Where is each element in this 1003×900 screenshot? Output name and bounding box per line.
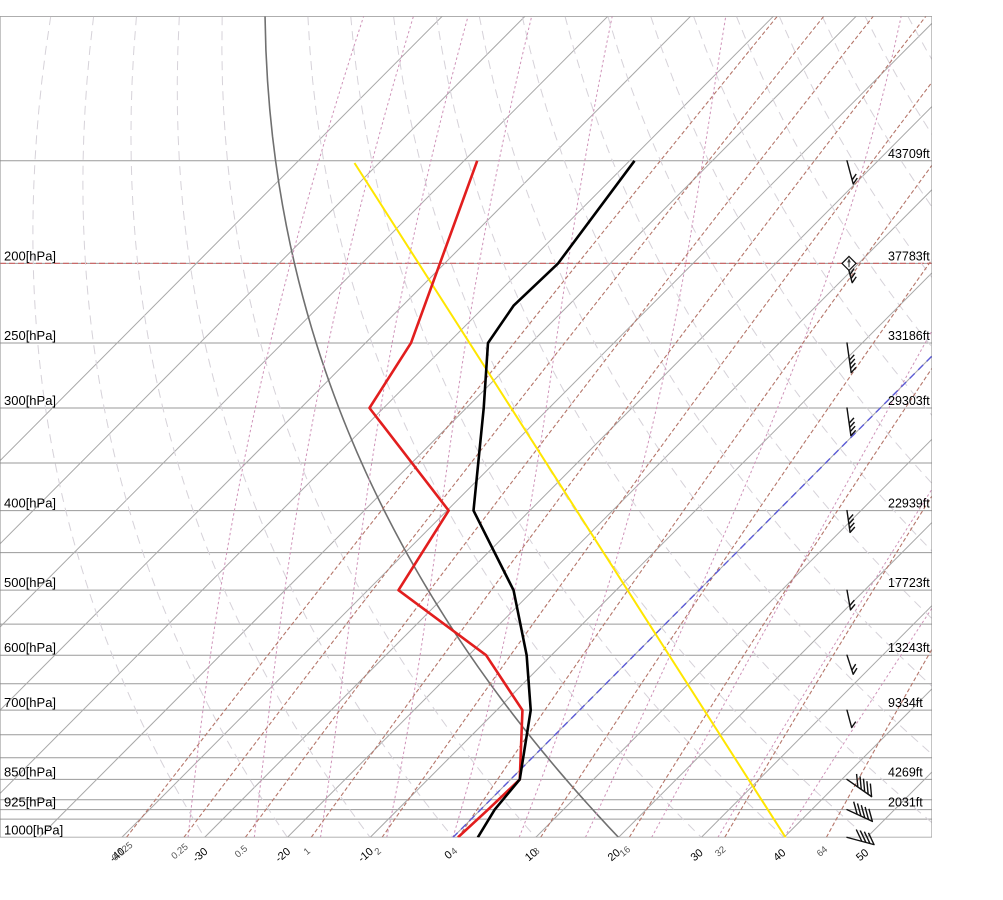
svg-text:29303ft: 29303ft xyxy=(888,394,930,408)
svg-text:850[hPa]: 850[hPa] xyxy=(4,764,56,779)
svg-text:400[hPa]: 400[hPa] xyxy=(4,496,56,511)
svg-text:17723ft: 17723ft xyxy=(888,576,930,590)
svg-text:1000[hPa]: 1000[hPa] xyxy=(4,822,63,837)
svg-text:43709ft: 43709ft xyxy=(888,147,930,161)
svg-text:925[hPa]: 925[hPa] xyxy=(4,795,56,810)
svg-text:600[hPa]: 600[hPa] xyxy=(4,640,56,655)
svg-text:500[hPa]: 500[hPa] xyxy=(4,575,56,590)
svg-text:200[hPa]: 200[hPa] xyxy=(4,248,56,263)
svg-text:300[hPa]: 300[hPa] xyxy=(4,393,56,408)
svg-text:700[hPa]: 700[hPa] xyxy=(4,695,56,710)
svg-text:4269ft: 4269ft xyxy=(888,765,923,779)
svg-text:22939ft: 22939ft xyxy=(888,497,930,511)
svg-text:33186ft: 33186ft xyxy=(888,329,930,343)
svg-text:250[hPa]: 250[hPa] xyxy=(4,328,56,343)
svg-text:9334ft: 9334ft xyxy=(888,696,923,710)
svg-text:2031ft: 2031ft xyxy=(888,796,923,810)
svg-text:37783ft: 37783ft xyxy=(888,249,930,263)
svg-text:13243ft: 13243ft xyxy=(888,641,930,655)
